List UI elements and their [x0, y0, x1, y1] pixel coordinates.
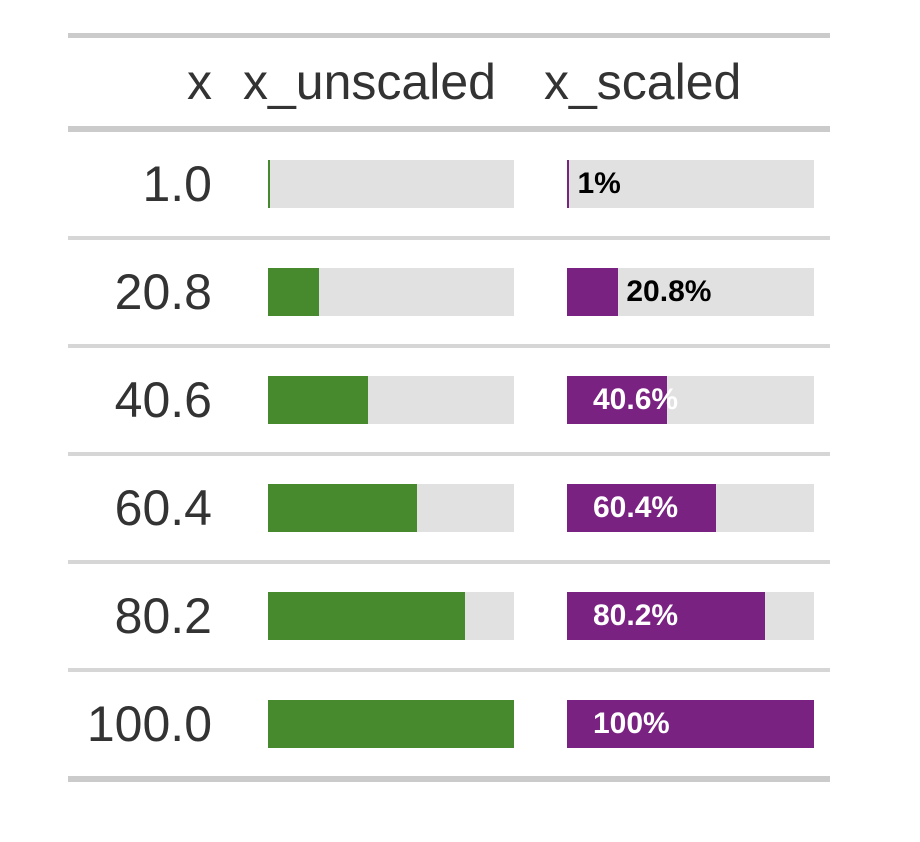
x-value: 60.4 [114, 480, 212, 536]
scaled-bar-label: 40.6% [593, 383, 679, 416]
scaled-bar-label: 80.2% [593, 599, 679, 632]
unscaled-bar-cell [240, 376, 541, 424]
unscaled-bar-fill [268, 160, 271, 208]
scaled-bar-cell: 20.8% [541, 268, 830, 316]
unscaled-bar-cell [240, 484, 541, 532]
scaled-bar-track: 60.4% [567, 484, 814, 532]
table-header-row: x x_unscaled x_scaled [68, 38, 830, 132]
table-row: 80.2 80.2% [68, 564, 830, 672]
scaled-bar-track: 40.6% [567, 376, 814, 424]
scaled-bar-label: 100% [593, 707, 670, 740]
scaled-bar-fill [567, 376, 668, 424]
scaled-bar-fill [567, 484, 717, 532]
scaled-bar-track: 100% [567, 700, 814, 748]
unscaled-bar-track [268, 700, 514, 748]
unscaled-bar-fill [268, 484, 417, 532]
table-row: 100.0 100% [68, 672, 830, 776]
scaled-bar-label: 1% [577, 167, 621, 200]
unscaled-bar-track [268, 268, 514, 316]
unscaled-bar-cell [240, 700, 541, 748]
scaled-bar-cell: 40.6% [541, 376, 830, 424]
unscaled-bar-cell [240, 160, 541, 208]
scaled-bar-fill [567, 592, 766, 640]
table-row: 60.4 60.4% [68, 456, 830, 564]
column-header-x: x [187, 54, 212, 110]
unscaled-bar-track [268, 160, 514, 208]
scaled-bar-track: 80.2% [567, 592, 814, 640]
data-table: x x_unscaled x_scaled 1.0 1% 20.8 [68, 33, 830, 782]
scaled-bar-track: 20.8% [567, 268, 814, 316]
table-row: 1.0 1% [68, 132, 830, 240]
x-value: 20.8 [114, 264, 212, 320]
scaled-bar-fill [567, 268, 619, 316]
scaled-bar-label: 60.4% [593, 491, 679, 524]
unscaled-bar-track [268, 592, 514, 640]
unscaled-bar-cell [240, 268, 541, 316]
scaled-bar-fill [567, 160, 570, 208]
unscaled-bar-track [268, 484, 514, 532]
scaled-bar-cell: 1% [541, 160, 830, 208]
table-row: 20.8 20.8% [68, 240, 830, 348]
unscaled-bar-fill [268, 376, 368, 424]
scaled-bar-track: 1% [567, 160, 814, 208]
unscaled-bar-fill [268, 592, 466, 640]
column-header-x-scaled: x_scaled [544, 54, 742, 110]
x-value: 80.2 [114, 588, 212, 644]
column-header-x-unscaled: x_unscaled [243, 54, 496, 110]
unscaled-bar-cell [240, 592, 541, 640]
x-value: 40.6 [114, 372, 212, 428]
unscaled-bar-track [268, 376, 514, 424]
scaled-bar-cell: 60.4% [541, 484, 830, 532]
scaled-bar-fill [567, 700, 814, 748]
scaled-bar-label: 20.8% [626, 275, 712, 308]
x-value: 100.0 [86, 696, 212, 752]
unscaled-bar-fill [268, 268, 320, 316]
x-value: 1.0 [142, 156, 212, 212]
scaled-bar-cell: 100% [541, 700, 830, 748]
scaled-bar-cell: 80.2% [541, 592, 830, 640]
table-row: 40.6 40.6% [68, 348, 830, 456]
unscaled-bar-fill [268, 700, 514, 748]
